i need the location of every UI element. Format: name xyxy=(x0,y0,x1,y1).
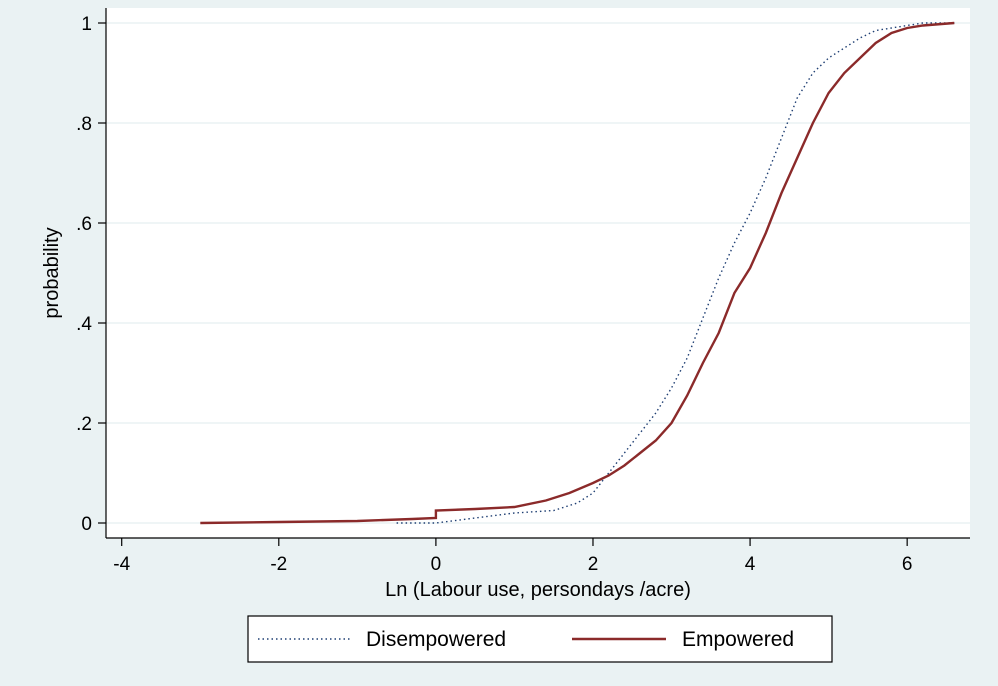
x-tick-label: 4 xyxy=(745,554,756,575)
x-tick-label: -4 xyxy=(113,554,130,575)
y-tick-label: 0 xyxy=(81,514,92,535)
legend: Disempowered Empowered xyxy=(247,615,833,663)
axis-layer: 0 .2 .4 .6 .8 1 -4 -2 0 2 4 6 xyxy=(76,8,970,575)
y-tick-label: .4 xyxy=(76,314,92,335)
legend-label-empowered: Empowered xyxy=(682,628,794,651)
x-tick-label: 0 xyxy=(431,554,442,575)
x-tick-label: 6 xyxy=(902,554,913,575)
series-layer xyxy=(200,21,955,525)
y-tick-label: .6 xyxy=(76,214,92,235)
y-tick-label: .8 xyxy=(76,114,92,135)
grid-layer xyxy=(106,22,970,524)
legend-box xyxy=(247,615,833,663)
legend-label-disempowered: Disempowered xyxy=(366,628,506,651)
plot-area xyxy=(106,8,970,538)
series-line-disempowered xyxy=(396,22,955,524)
x-axis-title: Ln (Labour use, persondays /acre) xyxy=(385,579,691,601)
x-tick-label: 2 xyxy=(588,554,599,575)
y-axis-title: probability xyxy=(41,227,63,318)
y-tick-label: 1 xyxy=(81,14,92,35)
series-line-empowered xyxy=(200,21,955,525)
y-tick-label: .2 xyxy=(76,414,92,435)
x-tick-label: -2 xyxy=(270,554,287,575)
